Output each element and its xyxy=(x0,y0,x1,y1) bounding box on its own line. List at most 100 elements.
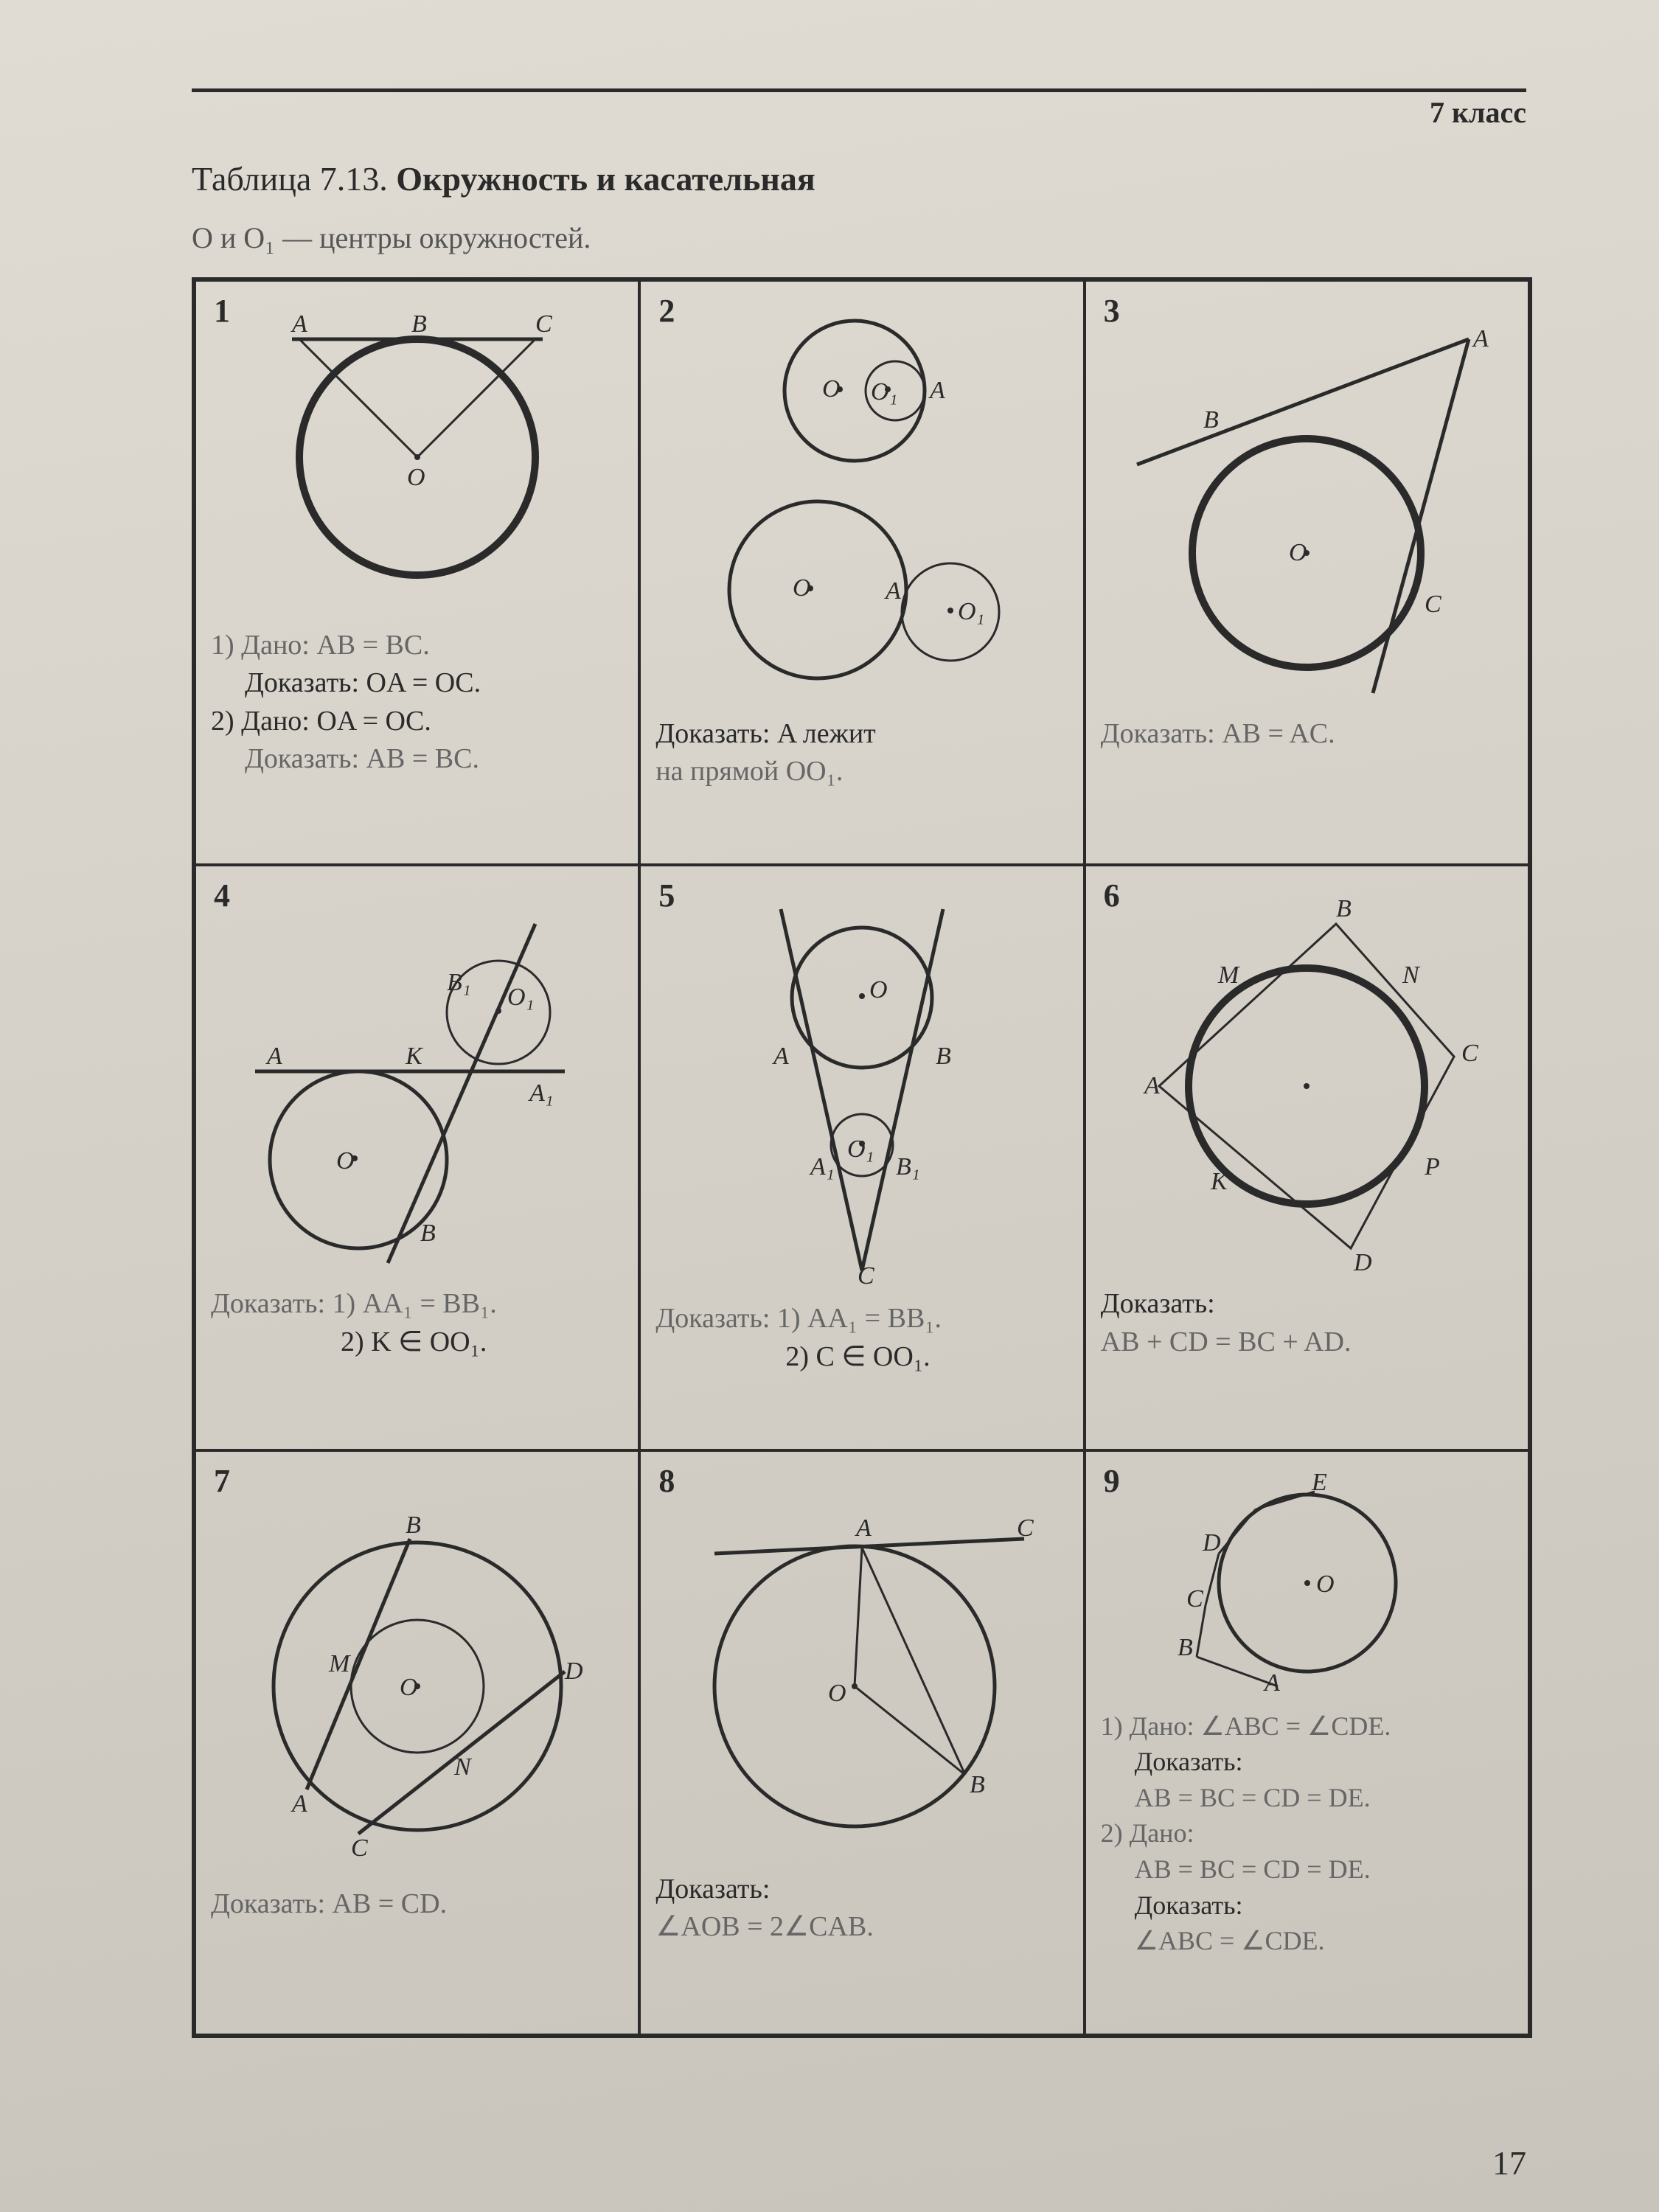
svg-text:B: B xyxy=(1178,1634,1193,1661)
svg-text:B: B xyxy=(406,1512,421,1539)
c9-line4: 2) Дано: xyxy=(1101,1818,1194,1848)
c9-line3: AB = BC = CD = DE. xyxy=(1101,1780,1513,1816)
svg-text:A: A xyxy=(928,377,945,404)
svg-text:C: C xyxy=(351,1834,368,1862)
svg-text:A₁: A₁ xyxy=(528,1079,554,1107)
c4-line1: Доказать: 1) AA₁ = BB₁. xyxy=(211,1288,497,1319)
cell-5: 5 A B A₁ B₁ C O O₁ xyxy=(639,865,1084,1450)
c4-line2: 2) K ∈ OO₁. xyxy=(211,1324,623,1361)
svg-text:B: B xyxy=(1336,895,1352,922)
svg-text:A: A xyxy=(1143,1072,1160,1099)
cell-4-text: Доказать: 1) AA₁ = BB₁. 2) K ∈ OO₁. xyxy=(211,1285,623,1361)
figure-3: A B C O xyxy=(1101,295,1513,708)
svg-text:B: B xyxy=(936,1043,951,1070)
svg-text:O: O xyxy=(336,1147,355,1175)
cell-2: 2 O O₁ A O A O xyxy=(639,280,1084,865)
figure-4: A K A₁ B₁ B O O₁ xyxy=(211,880,623,1278)
cell-4: 4 A K A₁ B₁ B O O₁ xyxy=(195,865,639,1450)
svg-text:B: B xyxy=(970,1771,985,1798)
svg-text:C: C xyxy=(1017,1514,1034,1542)
c1-line3: 2) Дано: OA = OC. xyxy=(211,706,431,737)
svg-text:B: B xyxy=(411,310,427,338)
svg-text:M: M xyxy=(1217,961,1240,989)
c3-line1: Доказать: AB = AC. xyxy=(1101,718,1335,749)
c9-line7: ∠ABC = ∠CDE. xyxy=(1101,1923,1513,1959)
cell-number: 8 xyxy=(658,1462,675,1500)
cell-number: 2 xyxy=(658,292,675,330)
cell-3-text: Доказать: AB = AC. xyxy=(1101,715,1513,753)
svg-text:D: D xyxy=(1353,1249,1372,1276)
c7-line1: Доказать: AB = CD. xyxy=(211,1888,447,1919)
figure-7: A B C D M N O xyxy=(211,1465,623,1878)
c6-line1: Доказать: xyxy=(1101,1288,1215,1319)
cell-7-text: Доказать: AB = CD. xyxy=(211,1885,623,1923)
svg-text:C: C xyxy=(858,1262,874,1290)
svg-text:C: C xyxy=(1461,1040,1478,1067)
svg-text:C: C xyxy=(535,310,552,338)
cell-9-text: 1) Дано: ∠ABC = ∠CDE. Доказать: AB = BC … xyxy=(1101,1708,1513,1959)
cell-number: 9 xyxy=(1104,1462,1120,1500)
cell-8: 8 A B C O Доказать: ∠AOB = 2∠CAB. xyxy=(639,1450,1084,2035)
svg-text:K: K xyxy=(1210,1168,1229,1195)
c9-line1: 1) Дано: ∠ABC = ∠CDE. xyxy=(1101,1711,1391,1741)
problem-grid: 1 A B C O 1) Дано: AB = BC. Доказать: OA… xyxy=(192,277,1532,2038)
svg-text:B₁: B₁ xyxy=(896,1153,920,1180)
svg-text:N: N xyxy=(1402,961,1421,989)
svg-text:O: O xyxy=(828,1680,846,1707)
svg-text:B₁: B₁ xyxy=(447,969,471,996)
svg-text:O₁: O₁ xyxy=(507,984,534,1011)
svg-text:A: A xyxy=(291,310,307,338)
class-label: 7 класс xyxy=(192,95,1526,130)
cell-number: 4 xyxy=(214,877,230,914)
c8-line2: ∠AOB = 2∠CAB. xyxy=(655,1911,873,1942)
page-title: Таблица 7.13. Окружность и касательная xyxy=(192,159,1526,198)
cell-9: 9 A B C D E O 1) xyxy=(1085,1450,1529,2035)
svg-text:O: O xyxy=(822,375,841,403)
svg-text:B: B xyxy=(420,1220,436,1247)
svg-text:O: O xyxy=(1289,539,1307,566)
svg-text:A: A xyxy=(884,577,901,605)
svg-text:O₁: O₁ xyxy=(958,598,984,625)
figure-2: O O₁ A O A O₁ xyxy=(655,295,1068,708)
svg-text:O: O xyxy=(1316,1571,1335,1598)
c1-line4: Доказать: AB = BC. xyxy=(211,740,623,778)
svg-text:O₁: O₁ xyxy=(847,1135,874,1163)
c6-line2: AB + CD = BC + AD. xyxy=(1101,1326,1352,1357)
cell-number: 5 xyxy=(658,877,675,914)
cell-6-text: Доказать: AB + CD = BC + AD. xyxy=(1101,1285,1513,1361)
cell-2-text: Доказать: A лежит на прямой OO₁. xyxy=(655,715,1068,791)
figure-5: A B A₁ B₁ C O O₁ xyxy=(655,880,1068,1293)
c9-line6: Доказать: xyxy=(1101,1888,1513,1924)
svg-text:C: C xyxy=(1186,1585,1203,1613)
svg-text:D: D xyxy=(564,1658,583,1685)
page-number: 17 xyxy=(1492,2143,1526,2183)
svg-text:P: P xyxy=(1424,1153,1440,1180)
svg-text:C: C xyxy=(1425,591,1441,618)
title-prefix: Таблица 7.13. xyxy=(192,160,396,198)
svg-text:A: A xyxy=(855,1514,872,1542)
svg-text:K: K xyxy=(405,1043,424,1070)
c5-line1: Доказать: 1) AA₁ = BB₁. xyxy=(655,1303,942,1334)
c1-line1: 1) Дано: AB = BC. xyxy=(211,630,430,661)
svg-text:B: B xyxy=(1203,406,1219,434)
svg-text:O₁: O₁ xyxy=(871,378,897,406)
cell-3: 3 A B C O Доказать: AB = AC. xyxy=(1085,280,1529,865)
c9-line2: Доказать: xyxy=(1101,1744,1513,1780)
figure-9: A B C D E O xyxy=(1101,1465,1557,1701)
subtitle: О и О₁ — центры окружностей. xyxy=(192,220,1526,255)
svg-text:A: A xyxy=(291,1790,307,1818)
cell-5-text: Доказать: 1) AA₁ = BB₁. 2) C ∈ OO₁. xyxy=(655,1300,1068,1376)
svg-text:D: D xyxy=(1202,1529,1221,1557)
svg-text:A: A xyxy=(772,1043,789,1070)
cell-number: 1 xyxy=(214,292,230,330)
c8-line1: Доказать: xyxy=(655,1874,770,1905)
svg-text:A: A xyxy=(1472,325,1489,352)
cell-number: 7 xyxy=(214,1462,230,1500)
title-bold: Окружность и касательная xyxy=(396,160,815,198)
svg-text:O: O xyxy=(793,574,811,602)
cell-6: 6 A B C D M N P K Доказать: AB + xyxy=(1085,865,1529,1450)
top-rule xyxy=(192,88,1526,92)
cell-1: 1 A B C O 1) Дано: AB = BC. Доказать: OA… xyxy=(195,280,639,865)
figure-1: A B C O xyxy=(211,295,623,619)
figure-8: A B C O xyxy=(655,1465,1068,1863)
